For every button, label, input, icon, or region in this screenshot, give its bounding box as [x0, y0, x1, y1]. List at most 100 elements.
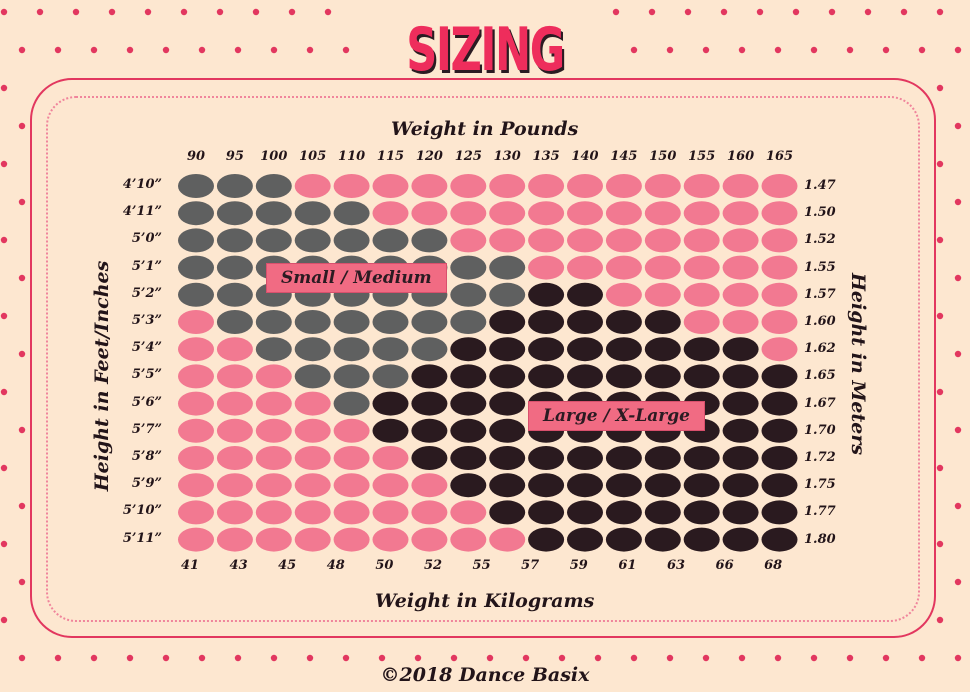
size-cell — [372, 364, 409, 389]
background-dot — [846, 654, 854, 662]
size-cell — [255, 174, 292, 198]
kilogram-tick: 57 — [521, 558, 540, 573]
size-cell — [567, 282, 603, 307]
background-dot — [954, 654, 962, 662]
page-title: SIZING — [406, 15, 565, 85]
size-cell — [761, 364, 798, 389]
background-dot — [558, 654, 566, 662]
background-dot — [324, 8, 332, 16]
size-cell — [489, 282, 526, 307]
size-cell — [528, 527, 565, 552]
background-dot — [126, 46, 134, 54]
size-cell — [605, 446, 642, 470]
size-cell — [294, 201, 331, 226]
size-cell — [683, 500, 720, 525]
left-axis-title: Height in Feet/Inches — [91, 260, 113, 492]
kilogram-tick: 59 — [569, 558, 588, 573]
pound-tick: 100 — [260, 149, 288, 164]
size-cell — [489, 201, 526, 226]
size-cell — [489, 255, 526, 280]
kilogram-tick: 63 — [666, 558, 686, 573]
size-cell — [567, 446, 603, 470]
background-dot — [954, 46, 962, 54]
size-cell — [450, 527, 487, 552]
size-cell — [644, 364, 681, 389]
background-dot — [936, 160, 944, 168]
size-cell — [372, 174, 409, 198]
size-cell — [761, 201, 798, 226]
size-cell — [528, 446, 565, 470]
background-dot — [954, 502, 962, 510]
size-cell — [372, 527, 409, 552]
size-cell — [489, 527, 526, 552]
size-cell — [528, 500, 565, 525]
size-cell — [450, 364, 487, 389]
size-cell — [644, 310, 681, 334]
kilogram-tick: 61 — [618, 558, 637, 573]
height-meter-tick: 1.77 — [804, 504, 836, 520]
size-cell — [528, 310, 565, 334]
size-cell — [528, 255, 565, 280]
size-cell — [528, 337, 565, 362]
background-dot — [954, 274, 962, 282]
pound-tick: 120 — [415, 149, 443, 164]
size-cell — [178, 418, 214, 443]
size-cell — [411, 500, 448, 525]
size-cell — [178, 337, 214, 362]
size-cell — [722, 418, 759, 443]
size-cell — [722, 473, 759, 498]
size-cell — [294, 337, 331, 362]
background-dot — [774, 654, 782, 662]
kilogram-tick: 50 — [375, 558, 394, 573]
size-cell — [450, 337, 487, 362]
background-dot — [18, 654, 26, 662]
size-cell — [489, 473, 526, 498]
background-dot — [72, 8, 80, 16]
size-cell — [372, 500, 409, 525]
size-cell — [528, 364, 565, 389]
size-cell — [489, 174, 526, 198]
size-cell — [567, 500, 603, 525]
background-dot — [666, 654, 674, 662]
bottom-axis-title: Weight in Kilograms — [375, 590, 595, 612]
size-cell — [605, 255, 642, 280]
background-dot — [54, 654, 62, 662]
size-cell — [178, 174, 214, 198]
pound-tick: 110 — [338, 149, 366, 164]
height-feet-tick: 5’1” — [131, 258, 162, 274]
size-cell — [333, 391, 370, 416]
background-dot — [0, 312, 8, 320]
size-cell — [722, 282, 759, 307]
background-dot — [864, 8, 872, 16]
size-cell — [294, 228, 331, 253]
background-dot — [936, 464, 944, 472]
size-cell — [683, 446, 720, 470]
height-meter-tick: 1.57 — [804, 286, 836, 302]
background-dot — [90, 46, 98, 54]
background-dot — [810, 46, 818, 54]
size-cell — [761, 527, 798, 552]
kilogram-tick: 68 — [764, 558, 783, 573]
size-cell — [605, 527, 642, 552]
size-cell — [683, 310, 720, 334]
background-dot — [0, 236, 8, 244]
pound-tick: 125 — [454, 149, 482, 164]
size-cell — [372, 310, 409, 334]
pound-tick: 160 — [727, 149, 755, 164]
kilogram-tick: 52 — [423, 558, 443, 573]
background-dot — [0, 8, 8, 16]
top-axis-title: Weight in Pounds — [391, 118, 579, 140]
background-dot — [936, 312, 944, 320]
size-cell — [294, 310, 331, 334]
size-cell — [411, 201, 448, 226]
size-cell — [761, 418, 798, 443]
background-dot — [306, 654, 314, 662]
size-cell — [216, 446, 253, 470]
size-cell — [722, 527, 759, 552]
background-dot — [288, 8, 296, 16]
background-dot — [954, 198, 962, 206]
size-cell — [333, 228, 370, 253]
background-dot — [414, 654, 422, 662]
size-cell — [761, 255, 798, 280]
